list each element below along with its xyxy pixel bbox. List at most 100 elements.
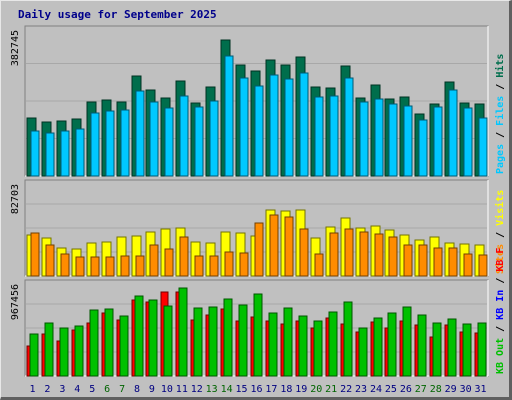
bar-sites-day-9 [149,244,159,277]
bar-kb-out-day-14 [223,298,233,377]
bar-sites-day-22 [344,228,354,277]
bar-files-day-30 [463,107,473,177]
legend-item-visits: Visits [494,190,506,226]
bar-files-day-4 [75,128,85,177]
bar-kb-out-day-18 [283,307,293,377]
x-tick-day-14: 14 [221,384,233,395]
x-tick-day-22: 22 [340,384,352,395]
bar-files-day-16 [254,85,264,177]
bar-kb-out-day-26 [402,306,412,377]
bar-files-day-18 [284,78,294,177]
bar-kb-out-day-1 [29,333,39,377]
x-tick-day-18: 18 [280,384,292,395]
bar-sites-day-19 [299,228,309,277]
bar-kb-out-day-30 [462,323,472,377]
legend-item-kb-in: KB In [495,290,506,320]
bar-sites-day-23 [359,231,369,277]
bar-kb-out-day-7 [119,315,129,377]
bar-kb-out-day-12 [193,307,203,377]
bar-sites-day-8 [135,255,145,277]
x-tick-day-28: 28 [430,384,442,395]
x-tick-day-5: 5 [89,384,95,395]
legend-item-pages: Pages [495,144,506,174]
bar-kb-out-day-17 [268,312,278,377]
bar-sites-day-24 [374,233,384,277]
bar-kb-out-day-27 [417,314,427,377]
bar-files-day-5 [90,112,100,177]
bar-kb-out-day-24 [373,317,383,377]
bar-kb-out-day-9 [148,299,158,377]
bar-kb-out-day-31 [477,322,487,377]
bar-sites-day-13 [209,255,219,277]
x-tick-day-2: 2 [44,384,50,395]
x-tick-day-23: 23 [355,384,367,395]
bar-files-day-15 [239,77,249,177]
legend-item-files: Files [494,96,506,126]
y-max-label-hits-files-pages: 382745 [10,30,21,66]
bar-files-day-23 [359,101,369,177]
bar-files-day-22 [344,77,354,177]
x-tick-day-30: 30 [460,384,472,395]
bar-files-day-24 [374,98,384,177]
legend-item-kb-f: KB F [495,248,506,272]
bar-files-day-21 [329,95,339,177]
legend-item-hits: Hits [494,54,506,78]
x-tick-day-20: 20 [310,384,322,395]
bar-kb-out-day-29 [447,318,457,377]
page-title: Daily usage for September 2025 [18,8,217,21]
bar-files-day-9 [149,101,159,177]
bar-sites-day-31 [478,254,488,277]
x-tick-day-9: 9 [149,384,155,395]
bar-sites-day-27 [418,244,428,277]
x-tick-day-13: 13 [206,384,218,395]
bar-files-day-11 [179,95,189,177]
bar-kb-out-day-20 [313,320,323,377]
x-tick-day-26: 26 [400,384,412,395]
bar-files-day-29 [448,89,458,177]
x-tick-day-6: 6 [104,384,110,395]
legend-visits-sites: Sites / Visits [494,190,506,274]
bar-files-day-2 [45,132,55,177]
x-tick-day-3: 3 [59,384,65,395]
bar-sites-day-28 [433,247,443,277]
x-tick-day-25: 25 [385,384,397,395]
bar-files-day-12 [194,106,204,177]
bar-sites-day-2 [45,244,55,277]
bar-sites-day-29 [448,247,458,277]
bar-kb-out-day-21 [328,311,338,377]
bar-sites-day-6 [105,256,115,277]
x-tick-day-29: 29 [445,384,457,395]
x-tick-day-21: 21 [325,384,337,395]
bar-files-day-7 [120,109,130,177]
bar-files-day-25 [388,103,398,177]
x-tick-day-27: 27 [415,384,427,395]
bar-sites-day-10 [164,248,174,277]
bar-files-day-13 [209,100,219,177]
bar-files-day-10 [164,107,174,177]
legend-separator: / [495,320,506,338]
bar-sites-day-30 [463,253,473,277]
bar-files-day-8 [135,90,145,177]
bar-kb-out-day-19 [298,315,308,377]
x-tick-day-31: 31 [475,384,487,395]
bar-kb-out-day-22 [343,301,353,377]
x-tick-day-4: 4 [74,384,80,395]
x-tick-day-7: 7 [119,384,125,395]
bar-kb-out-day-15 [238,304,248,377]
legend-separator: / [495,226,506,244]
bar-files-day-14 [224,55,234,177]
bar-kb-out-day-28 [432,322,442,377]
bar-sites-day-1 [30,232,40,277]
bar-files-day-3 [60,130,70,177]
x-tick-day-19: 19 [295,384,307,395]
legend-separator: / [495,272,506,290]
bar-sites-day-12 [194,255,204,277]
bar-sites-day-26 [403,244,413,277]
bar-files-day-27 [418,119,428,177]
bar-kb-out-day-23 [358,327,368,377]
bar-sites-day-14 [224,251,234,277]
bar-files-day-19 [299,72,309,177]
x-tick-day-12: 12 [191,384,203,395]
legend-kbytes: KB Out / KB In / KB F [495,248,506,374]
bar-kb-out-day-5 [89,309,99,377]
